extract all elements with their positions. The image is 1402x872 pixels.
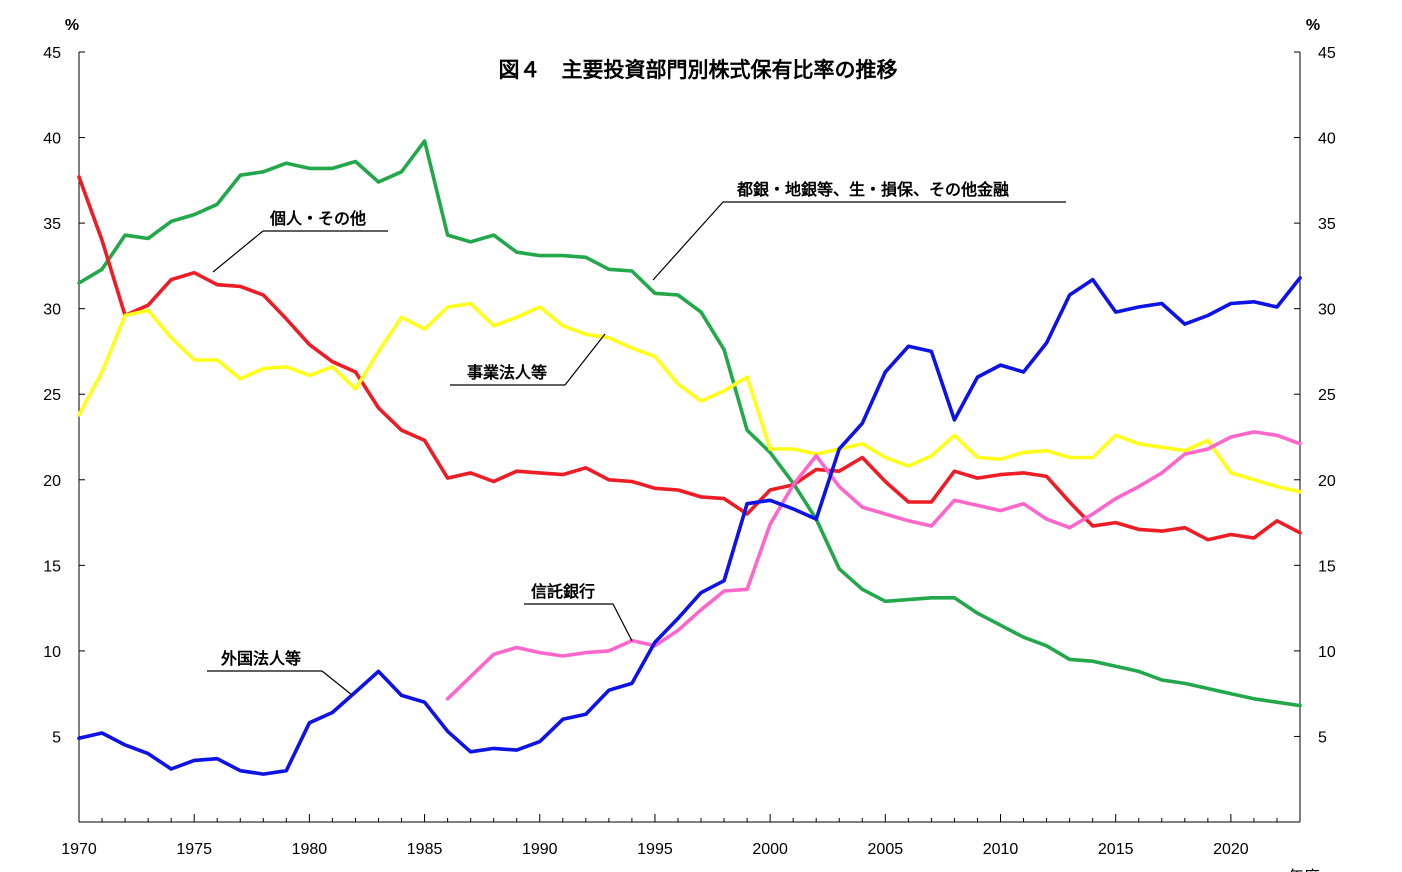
x-tick-label: 2015: [1098, 841, 1134, 858]
annotation-leader-foreigners: [321, 670, 353, 696]
y-unit-right: %: [1306, 17, 1320, 34]
y-tick-label-left: 30: [43, 302, 61, 319]
y-tick-label-left: 40: [43, 131, 61, 148]
series-business-corporations: [77, 301, 1302, 494]
y-tick-label-right: 45: [1318, 45, 1336, 62]
series-trust-banks: [445, 430, 1302, 701]
y-tick-label-right: 25: [1318, 387, 1336, 404]
x-axis-label: 年度: [1288, 868, 1320, 872]
y-tick-label-right: 10: [1318, 644, 1336, 661]
annotation-label-banks-insurance: 都銀・地銀等、生・損保、その他金融: [736, 180, 1009, 199]
y-tick-label-left: 45: [43, 45, 61, 62]
x-tick-label: 2010: [983, 841, 1019, 858]
x-tick-label: 1980: [292, 841, 328, 858]
y-tick-label-left: 10: [43, 644, 61, 661]
y-tick-label-right: 40: [1318, 131, 1336, 148]
x-tick-label: 1975: [176, 841, 212, 858]
y-tick-label-left: 35: [43, 216, 61, 233]
series-individuals: [77, 175, 1302, 542]
x-tick-label: 2000: [752, 841, 788, 858]
y-tick-label-right: 20: [1318, 473, 1336, 490]
annotation-label-trust-banks: 信託銀行: [531, 582, 595, 601]
x-tick-label: 2020: [1213, 841, 1249, 858]
y-tick-label-right: 15: [1318, 558, 1336, 575]
x-tick-label: 2005: [868, 841, 904, 858]
x-tick-label: 1995: [637, 841, 673, 858]
series-foreigners: [77, 276, 1302, 776]
annotation-label-business-corporations: 事業法人等: [467, 363, 547, 382]
chart-title: 図４ 主要投資部門別株式保有比率の推移: [499, 58, 898, 82]
y-tick-label-right: 35: [1318, 216, 1336, 233]
x-tick-label: 1970: [61, 841, 97, 858]
series-banks-insurance: [77, 139, 1302, 708]
y-tick-label-right: 30: [1318, 302, 1336, 319]
y-tick-label-left: 25: [43, 387, 61, 404]
y-tick-label-right: 5: [1318, 729, 1327, 746]
annotation-leader-trust-banks: [612, 603, 633, 642]
x-tick-label: 1985: [407, 841, 443, 858]
annotation-label-individuals: 個人・その他: [269, 209, 366, 228]
y-unit-left: %: [65, 17, 79, 34]
y-tick-label-left: 20: [43, 473, 61, 490]
x-tick-label: 1990: [522, 841, 558, 858]
annotation-leader-banks-insurance: [652, 201, 724, 281]
annotation-label-foreigners: 外国法人等: [220, 649, 301, 668]
annotation-leader-business-corporations: [564, 333, 606, 386]
y-tick-label-left: 5: [52, 729, 61, 746]
series-layer: [77, 139, 1302, 776]
annotation-leader-individuals: [212, 230, 264, 273]
y-tick-label-left: 15: [43, 558, 61, 575]
